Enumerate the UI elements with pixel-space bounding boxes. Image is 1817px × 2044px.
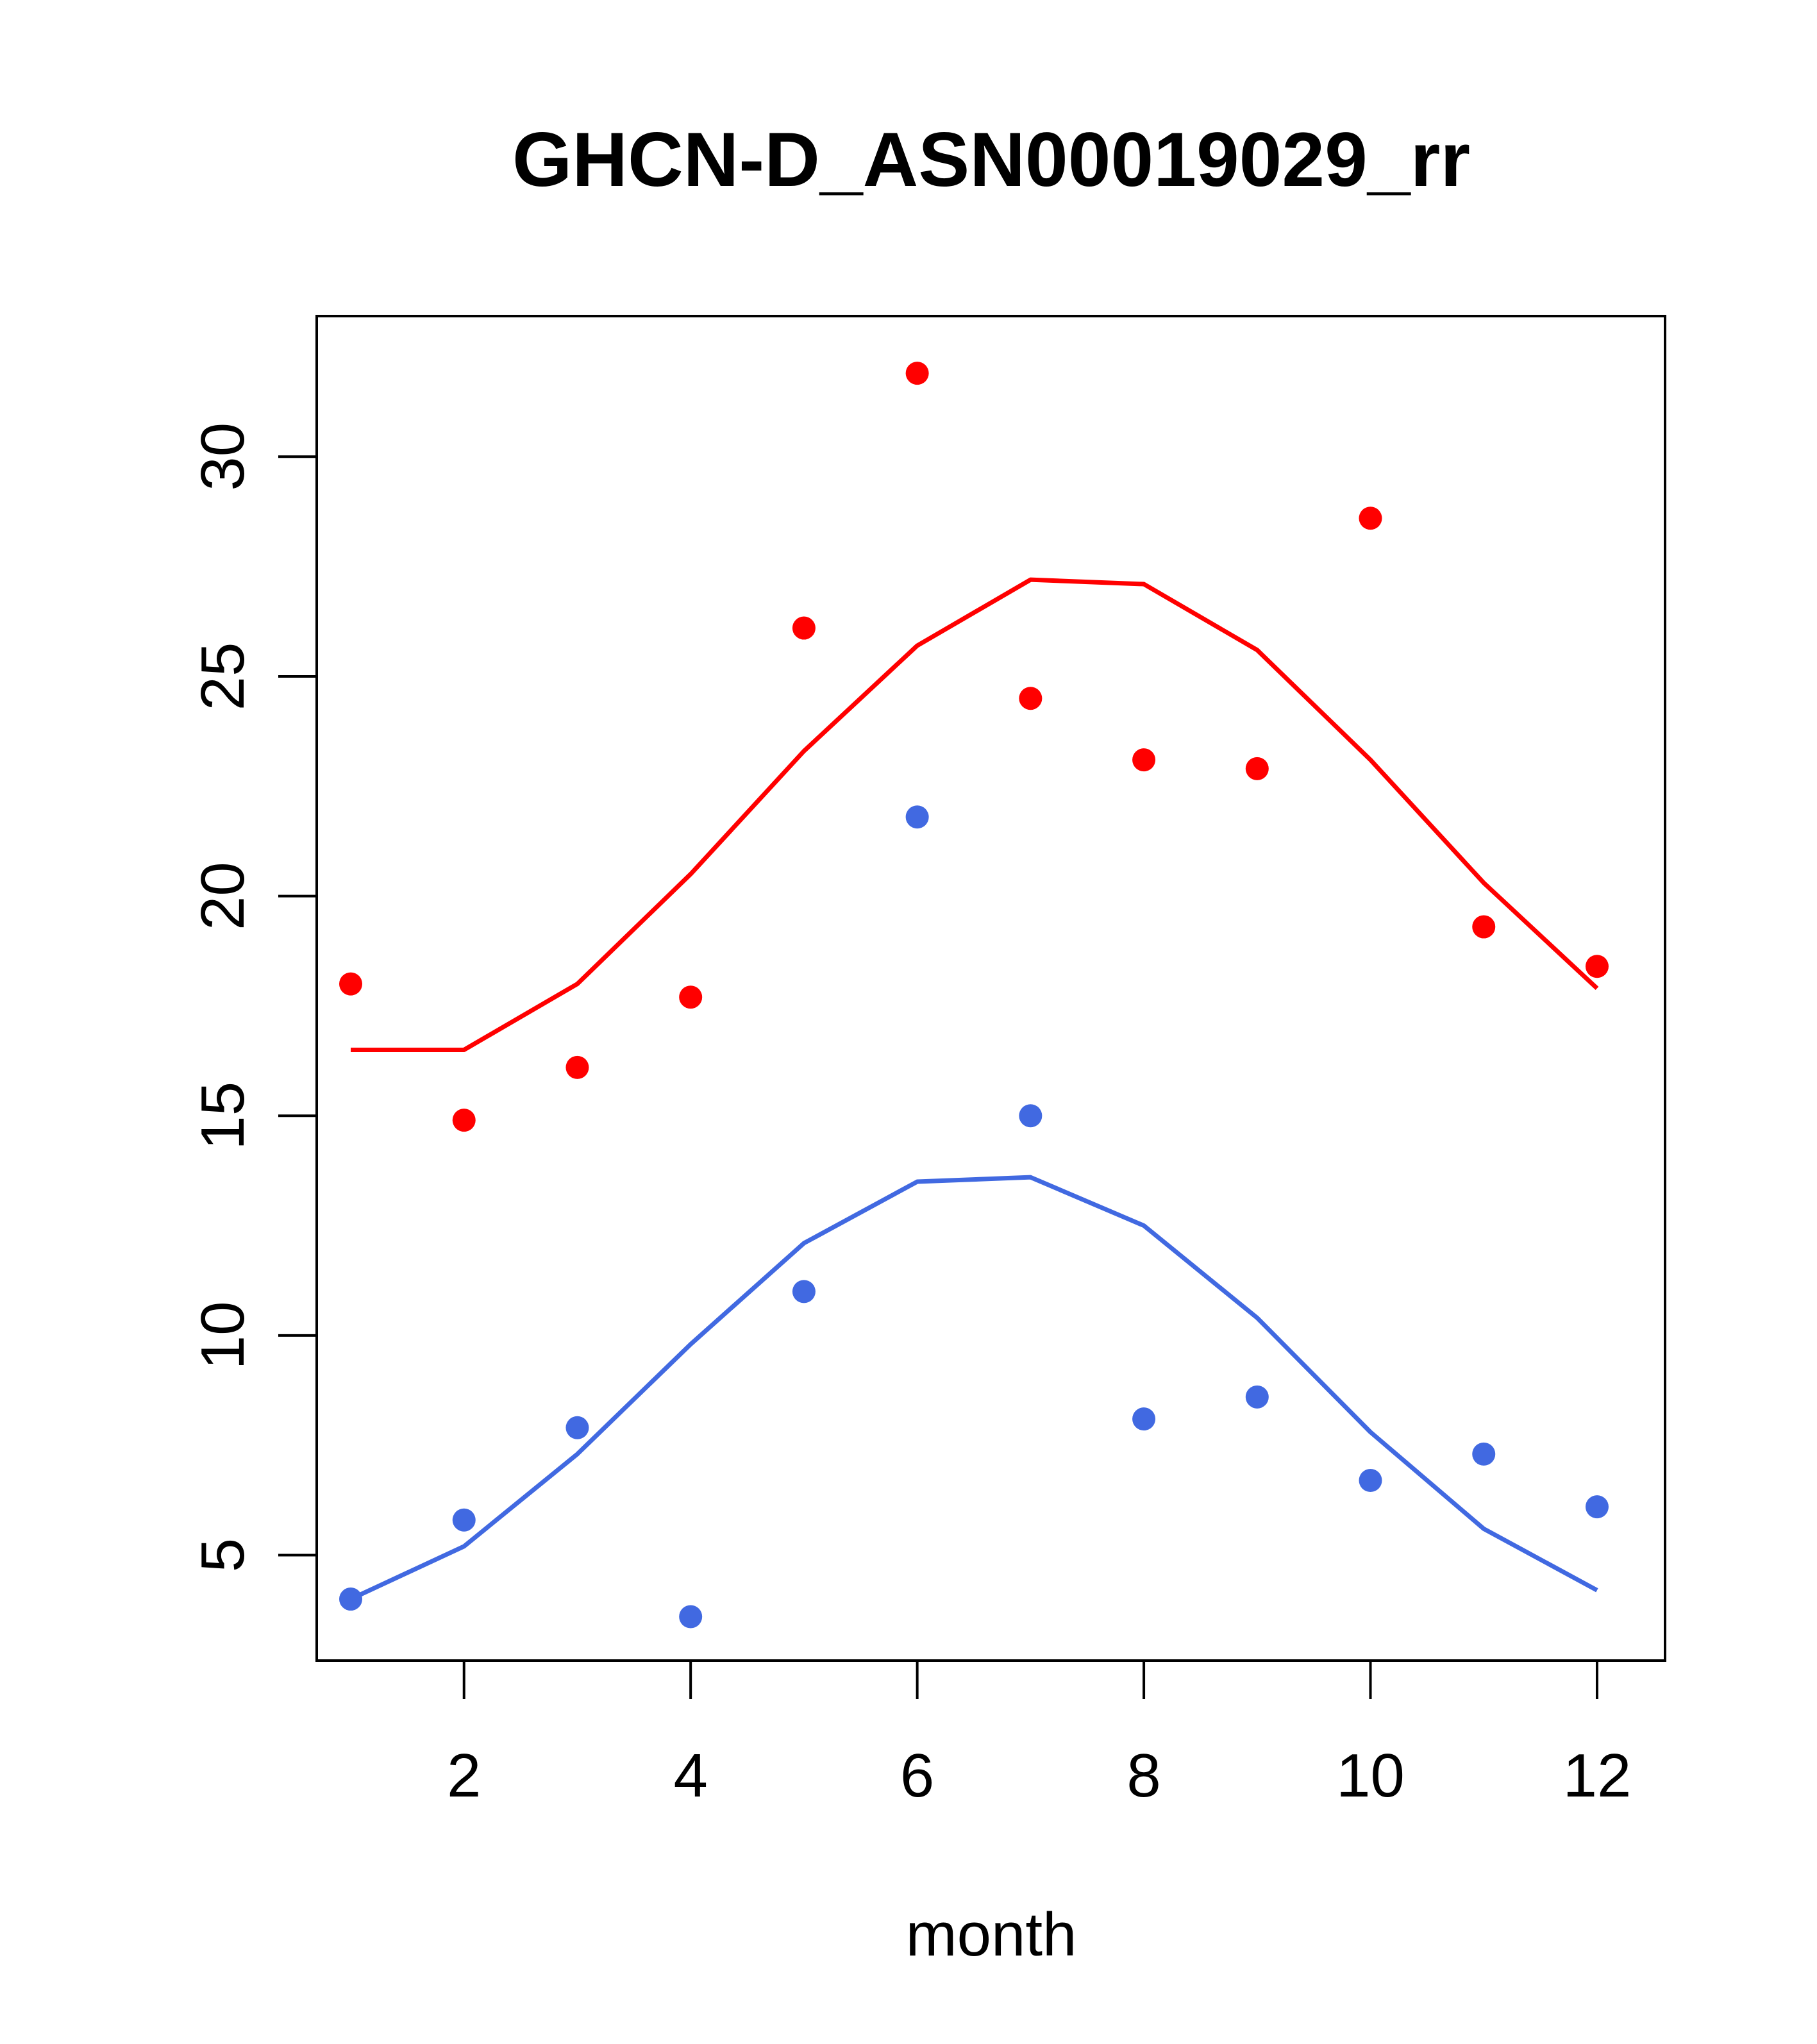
blue-data-point [792, 1280, 816, 1303]
red-data-point [905, 362, 929, 385]
blue-series-line [349, 1175, 1598, 1602]
x-tick-label: 2 [447, 1741, 481, 1810]
blue-data-point [452, 1508, 476, 1532]
chart-title: GHCN-D_ASN00019029_rr [512, 117, 1470, 203]
red-data-point [1472, 915, 1496, 939]
plot-area-frame [315, 315, 1666, 1662]
red-data-point [1585, 955, 1609, 978]
red-data-point [1359, 507, 1382, 530]
red-data-point [792, 616, 816, 640]
blue-data-point [1359, 1469, 1382, 1493]
blue-data-point [1245, 1385, 1269, 1409]
series-layer [339, 362, 1609, 1629]
blue-data-point [1132, 1407, 1156, 1431]
blue-data-point [565, 1416, 589, 1439]
red-series-line [351, 577, 1599, 1052]
y-tick-label: 15 [188, 1082, 257, 1150]
red-data-point [1019, 687, 1042, 710]
y-axis: 5 10 15 20 25 30 [188, 423, 318, 1572]
y-tick-label: 5 [188, 1538, 257, 1572]
blue-data-point [1472, 1442, 1496, 1466]
x-tick-label: 12 [1563, 1741, 1632, 1810]
red-data-point [565, 1055, 589, 1079]
y-tick-label: 30 [188, 423, 257, 491]
blue-data-point [1019, 1104, 1042, 1128]
red-data-point [452, 1109, 476, 1132]
red-data-point [1132, 748, 1156, 772]
blue-data-point [679, 1605, 703, 1629]
blue-data-point [905, 805, 929, 829]
red-data-point [1245, 757, 1269, 780]
x-tick-label: 8 [1126, 1741, 1160, 1810]
x-axis-label: month [906, 1900, 1077, 1969]
y-tick-label: 10 [188, 1301, 257, 1370]
blue-data-point [1585, 1495, 1609, 1519]
x-axis: 2 4 6 8 10 12 [447, 1659, 1632, 1810]
red-data-point [339, 972, 363, 996]
y-tick-label: 20 [188, 862, 257, 930]
red-data-point [679, 985, 703, 1009]
x-tick-label: 4 [673, 1741, 707, 1810]
x-tick-label: 6 [900, 1741, 934, 1810]
x-tick-label: 10 [1336, 1741, 1405, 1810]
y-tick-label: 25 [188, 642, 257, 711]
